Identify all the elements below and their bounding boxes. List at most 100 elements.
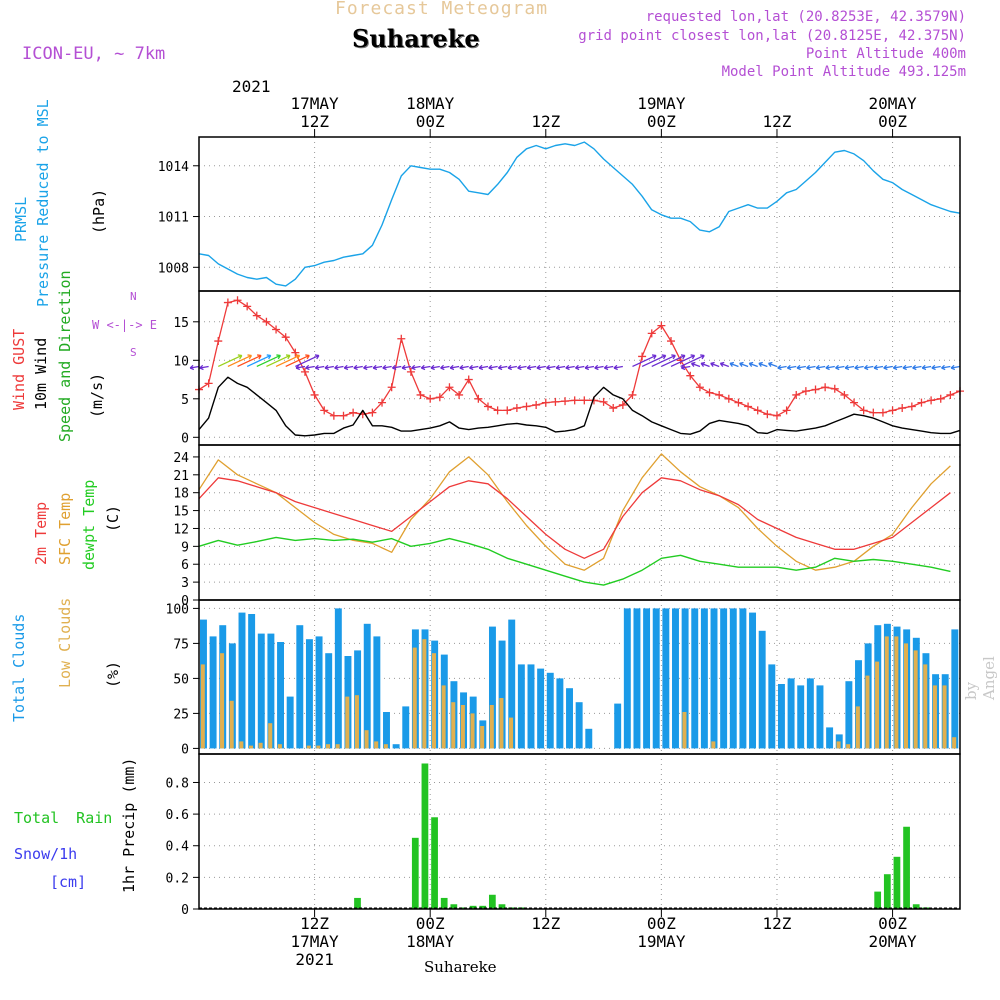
low-cloud-bar: [354, 695, 359, 749]
wind-arrow-head: [247, 354, 253, 360]
gust-marker: [223, 298, 232, 307]
wind-arrow: [227, 354, 252, 368]
wind-arrow-head: [314, 354, 320, 360]
wind-arrow: [613, 365, 623, 369]
sfc-temp-line: [198, 453, 951, 571]
compass-s: S: [130, 346, 137, 359]
low-cloud-bar: [489, 705, 494, 749]
wind-arrow: [651, 354, 676, 368]
wind-arrow: [353, 365, 363, 369]
total-cloud-bar: [402, 706, 410, 749]
low-cloud-bar: [913, 650, 918, 749]
wind-arrow: [382, 365, 392, 369]
wind-arrow: [479, 365, 489, 369]
low-cloud-bar: [460, 705, 465, 749]
total-cloud-bar: [845, 681, 853, 749]
gust-marker: [792, 390, 801, 399]
gust-marker: [204, 379, 213, 388]
ytick-label: 15: [173, 316, 189, 331]
ytick-label: 6: [181, 558, 189, 573]
wind-arrow-head: [305, 354, 310, 360]
total-cloud-bar: [537, 668, 545, 749]
grid-lonlat: grid point closest lon,lat (20.8125E, 42…: [578, 28, 966, 44]
wind-arrow: [556, 365, 566, 369]
wind-arrow: [594, 365, 604, 369]
low-cloud-bar: [248, 745, 253, 749]
top-time-label: 00Z: [416, 112, 445, 131]
total-cloud-bar: [700, 608, 708, 749]
wind-arrow: [632, 354, 657, 368]
wind-arrow-head: [931, 364, 936, 371]
rain-bar: [893, 856, 901, 909]
gust-marker: [599, 397, 608, 406]
wind-arrow-head: [825, 364, 830, 371]
wind-arrow: [700, 362, 710, 368]
gust-marker: [493, 406, 502, 415]
total-cloud-bar: [527, 664, 535, 749]
wind-arrow: [720, 362, 730, 368]
wind-arrow-head: [613, 364, 618, 371]
ytick-label: 3: [181, 576, 189, 591]
top-time-label: 12Z: [531, 112, 560, 131]
compass-we: W <-|-> E: [92, 318, 158, 332]
low-cloud-bar: [422, 639, 427, 749]
wind-arrow: [681, 365, 691, 369]
wind-arrow: [324, 365, 334, 369]
bottom-time-label: 12Z: [531, 914, 560, 933]
ytick-label: 0.2: [166, 871, 189, 886]
wind-arrow: [246, 354, 272, 368]
wind-arrow: [641, 354, 666, 368]
ytick-label: 0: [181, 594, 189, 609]
wind-arrow-head: [459, 364, 464, 371]
gust-marker: [830, 384, 839, 393]
gust-marker: [426, 394, 435, 403]
total-cloud-bar: [248, 614, 256, 749]
wind-arrow: [498, 365, 508, 369]
top-time-label: 17MAY: [291, 94, 340, 113]
wind-arrow-head: [363, 364, 368, 371]
low-cloud-bar: [441, 685, 446, 749]
bottom-time-label: 20MAY: [868, 932, 917, 951]
gust-marker: [907, 402, 916, 411]
wind-arrow-head: [748, 361, 754, 367]
rain-bar: [460, 907, 467, 909]
point-altitude: Point Altitude 400m: [805, 46, 966, 62]
bottom-time-label: 2021: [295, 950, 334, 969]
total-cloud-bar: [488, 626, 496, 749]
wind-arrow-head: [285, 354, 291, 360]
ytick-label: 18: [173, 487, 189, 502]
wind-arrow: [546, 365, 556, 369]
wind-arrow-head: [873, 364, 879, 371]
wind-arrow-head: [690, 361, 696, 367]
gust-marker: [946, 390, 955, 399]
temperature-frame: [198, 444, 961, 601]
tick-labels-layer: 1008 1011 1014 0 5 10 15 0 3 6 9 12 15 18 21 24 0 25 50 75 1…: [158, 94, 917, 969]
wind-arrow: [527, 365, 537, 369]
top-time-label: 12Z: [300, 112, 329, 131]
gust-marker: [850, 398, 859, 407]
wind-arrow: [873, 365, 884, 369]
ytick-label: 21: [173, 469, 189, 484]
low-cloud-bar: [383, 744, 388, 749]
ytick-label: 9: [181, 540, 189, 555]
low-cloud-bar: [325, 744, 331, 749]
gust-marker: [811, 385, 820, 394]
wind-arrow-head: [507, 364, 512, 371]
gust-marker: [744, 402, 753, 411]
pressure-line: [198, 141, 961, 287]
total-cloud-bar: [749, 612, 757, 749]
low-cloud-bar: [932, 685, 937, 749]
wind-arrow-head: [768, 361, 773, 367]
gust-marker: [445, 383, 454, 392]
gust-marker: [667, 337, 676, 346]
gust-marker: [561, 397, 570, 406]
wind-arrow: [305, 365, 315, 369]
total-cloud-bar: [787, 678, 795, 749]
wind-arrow-head: [411, 364, 416, 371]
wind-arrow-head: [517, 364, 522, 371]
wind-arrow: [922, 365, 932, 369]
total-cloud-bar: [373, 636, 381, 749]
low-cloud-bar: [894, 636, 899, 749]
total-rain-label: Total Rain: [14, 809, 113, 827]
